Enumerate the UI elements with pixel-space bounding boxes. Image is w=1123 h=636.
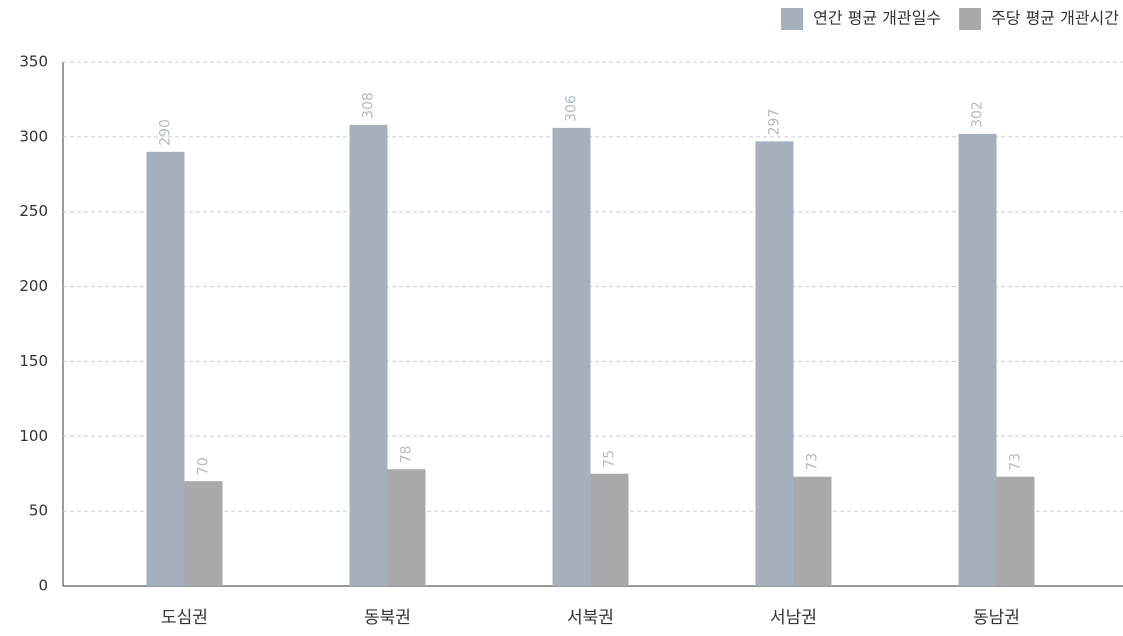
bar <box>184 481 223 586</box>
value-label: 73 <box>805 453 821 471</box>
value-label: 308 <box>361 92 377 119</box>
legend-label: 주당 평균 개관시간 <box>991 9 1119 28</box>
legend-swatch <box>959 8 982 30</box>
bar <box>552 127 591 587</box>
y-tick-label: 300 <box>19 127 48 145</box>
legend-swatch <box>781 8 804 30</box>
value-label: 302 <box>970 101 986 128</box>
bar <box>996 476 1035 586</box>
legend-label: 연간 평균 개관일수 <box>813 9 941 28</box>
value-label: 290 <box>158 119 174 146</box>
value-label: 70 <box>196 457 212 475</box>
bar <box>349 124 388 586</box>
bar <box>793 476 832 586</box>
y-tick-label: 50 <box>29 502 48 520</box>
y-tick-label: 0 <box>38 577 48 595</box>
x-tick-label: 동북권 <box>364 608 411 628</box>
y-tick-label: 250 <box>19 202 48 220</box>
y-tick-label: 200 <box>19 277 48 295</box>
x-tick-label: 도심권 <box>161 608 208 628</box>
x-tick-label: 동남권 <box>973 608 1020 628</box>
value-label: 306 <box>564 95 580 122</box>
value-label: 73 <box>1008 453 1024 471</box>
bar <box>755 141 794 586</box>
bar <box>958 133 997 586</box>
x-tick-label: 서북권 <box>567 608 614 628</box>
x-tick-label: 서남권 <box>770 608 817 628</box>
value-label: 78 <box>399 445 415 463</box>
bar <box>146 151 185 587</box>
y-tick-label: 150 <box>19 352 48 370</box>
value-label: 75 <box>602 450 618 468</box>
bar <box>590 473 629 586</box>
y-tick-label: 100 <box>19 427 48 445</box>
y-tick-label: 350 <box>19 53 48 71</box>
bar <box>387 469 426 586</box>
value-label: 297 <box>767 109 783 136</box>
